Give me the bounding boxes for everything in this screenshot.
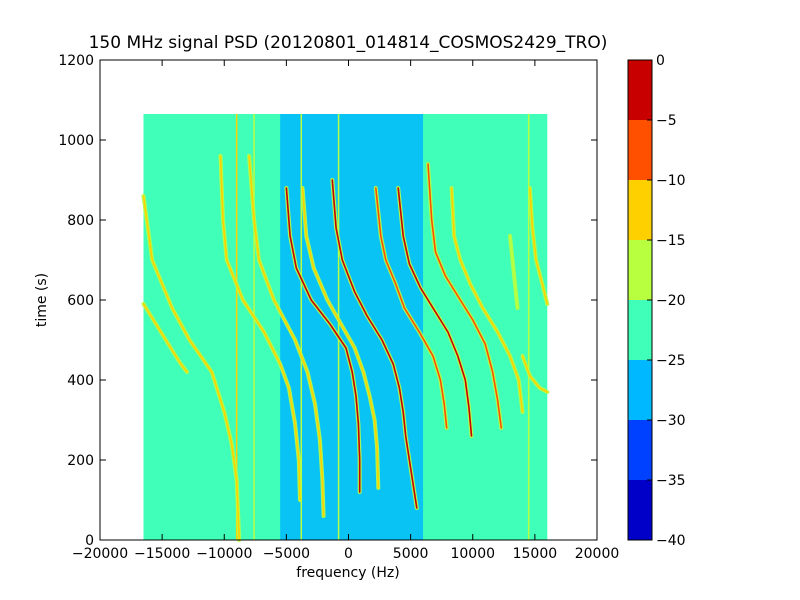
colorbar-segment bbox=[628, 240, 652, 300]
y-tick-label: 1000 bbox=[58, 133, 94, 149]
colorbar: −40 −35 −30 −25 −20 −15 −10 −5 0 bbox=[627, 53, 686, 549]
x-tick-label: −20000 bbox=[72, 546, 128, 562]
signal-track bbox=[142, 303, 188, 373]
x-tick-label: 15000 bbox=[513, 546, 558, 562]
signal-track bbox=[509, 235, 519, 309]
signal-track bbox=[142, 195, 240, 541]
x-axis-label: frequency (Hz) bbox=[296, 565, 399, 581]
x-tick-label: 5000 bbox=[393, 546, 429, 562]
colorbar-tick-label: −25 bbox=[656, 353, 686, 369]
signal-track bbox=[427, 163, 503, 429]
chart-title: 150 MHz signal PSD (20120801_014814_COSM… bbox=[89, 33, 608, 53]
signal-track bbox=[248, 155, 325, 517]
x-tick-label: −5000 bbox=[263, 546, 310, 562]
signal-track bbox=[331, 179, 418, 509]
colorbar-segment bbox=[628, 420, 652, 480]
colorbar-segment bbox=[628, 60, 652, 120]
y-tick-label: 0 bbox=[85, 533, 94, 549]
colorbar-tick-label: −10 bbox=[656, 173, 686, 189]
heatmap-noise-band bbox=[280, 114, 424, 540]
x-tick-label: 10000 bbox=[450, 546, 495, 562]
signal-track bbox=[397, 187, 473, 437]
x-tick-label: −10000 bbox=[196, 546, 252, 562]
colorbar-segment bbox=[628, 120, 652, 180]
colorbar-tick-label: −20 bbox=[656, 293, 686, 309]
signal-track bbox=[521, 355, 549, 393]
colorbar-segment bbox=[628, 300, 652, 360]
colorbar-tick-label: 0 bbox=[656, 53, 665, 69]
signal-tracks-layer bbox=[141, 114, 550, 542]
y-tick-label: 600 bbox=[67, 293, 94, 309]
y-axis-label: time (s) bbox=[34, 273, 50, 327]
signal-track bbox=[285, 187, 361, 493]
colorbar-segment bbox=[628, 360, 652, 420]
colorbar-segment bbox=[628, 180, 652, 240]
signal-track bbox=[529, 187, 549, 305]
x-axis: −20000 −15000 −10000 −5000 0 5000 10000 15000 20… bbox=[72, 60, 619, 562]
y-tick-label: 400 bbox=[67, 373, 94, 389]
y-tick-label: 200 bbox=[67, 453, 94, 469]
x-tick-label: 0 bbox=[344, 546, 353, 562]
x-tick-label: 20000 bbox=[575, 546, 620, 562]
colorbar-tick-label: −35 bbox=[656, 473, 686, 489]
y-tick-label: 1200 bbox=[58, 53, 94, 69]
colorbar-segment bbox=[628, 480, 652, 540]
y-axis: 0 200 400 600 800 1000 1200 bbox=[58, 53, 597, 549]
signal-track bbox=[450, 187, 524, 413]
y-tick-label: 800 bbox=[67, 213, 94, 229]
colorbar-tick-label: −40 bbox=[656, 533, 686, 549]
signal-track bbox=[301, 187, 380, 489]
signal-track bbox=[219, 155, 301, 501]
heatmap-layer bbox=[143, 114, 548, 540]
plot-area: −20000 −15000 −10000 −5000 0 5000 10000 15000 20… bbox=[58, 53, 619, 562]
signal-track bbox=[374, 187, 448, 429]
x-tick-label: −15000 bbox=[134, 546, 190, 562]
colorbar-tick-label: −30 bbox=[656, 413, 686, 429]
colorbar-tick-label: −5 bbox=[656, 113, 677, 129]
colorbar-tick-label: −15 bbox=[656, 233, 686, 249]
